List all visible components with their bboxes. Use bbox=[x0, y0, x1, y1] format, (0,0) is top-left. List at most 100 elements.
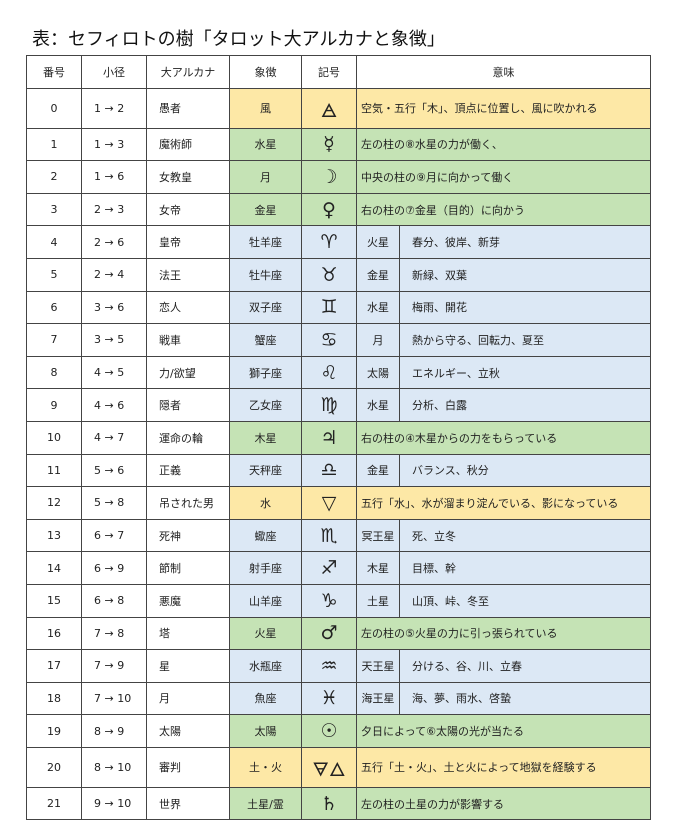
symbol-cell: 火星 bbox=[229, 616, 302, 651]
number-cell: 2 bbox=[26, 160, 82, 194]
path-cell: 6 → 9 bbox=[81, 551, 147, 585]
table-row: 12 5 → 8 吊された男水 ▽ 五行「水」、水が溜まり淀んでいる、影になっている bbox=[26, 486, 651, 520]
arcana-cell: 魔術師 bbox=[146, 127, 230, 162]
header-row: 番号 小径 大アルカナ 象徴 記号 意味 bbox=[26, 55, 651, 89]
meaning-cell: 左の柱の⑧水星の力が働く、 bbox=[356, 127, 651, 162]
table-row: 19 8 → 9 太陽 太陽 ☉ 夕日によって⑥太陽の光が当たる bbox=[26, 714, 651, 748]
planet-cell: 水星 bbox=[356, 290, 400, 325]
number-cell: 14 bbox=[26, 551, 82, 585]
arcana-cell: 隠者 bbox=[146, 388, 230, 422]
keywords-cell: 死、立冬 bbox=[399, 518, 651, 553]
arcana-cell: 太陽 bbox=[146, 714, 230, 748]
arcana-cell: 戦車 bbox=[146, 323, 230, 357]
path-cell: 2 → 6 bbox=[81, 225, 147, 259]
keywords-cell: 山頂、峠、冬至 bbox=[399, 583, 651, 618]
path-cell: 4 → 6 bbox=[81, 388, 147, 422]
meaning-cell: 左の柱の土星の力が影響する bbox=[356, 786, 651, 821]
arcana-cell: 審判 bbox=[146, 746, 230, 788]
symbol-cell: 獅子座 bbox=[229, 355, 302, 390]
mark-cell: ♏ bbox=[301, 518, 357, 553]
table-row: 20 8 → 10 審判 土・火 🜃🜂 五行「土・火」、土と火によって地獄を経験する bbox=[26, 746, 651, 788]
path-cell: 3 → 6 bbox=[81, 290, 147, 325]
planet-cell: 天王星 bbox=[356, 649, 400, 683]
meaning-cell: 左の柱の⑤火星の力に引っ張られている bbox=[356, 616, 651, 651]
path-cell: 7 → 8 bbox=[81, 616, 147, 651]
keywords-cell: 海、夢、雨水、啓蟄 bbox=[399, 681, 651, 716]
table-row: 13 6 → 7 死神 蠍座 ♏ 冥王星 死、立冬 bbox=[26, 518, 651, 553]
table-row: 17 7 → 9 星水瓶座 ♒ 天王星 分ける、谷、川、立春 bbox=[26, 649, 651, 683]
symbol-cell: 蟹座 bbox=[229, 323, 302, 357]
keywords-cell: 春分、彼岸、新芽 bbox=[399, 225, 651, 259]
arcana-cell: 女教皇 bbox=[146, 160, 230, 194]
symbol-cell: 牡牛座 bbox=[229, 257, 302, 292]
path-cell: 6 → 8 bbox=[81, 583, 147, 618]
arcana-cell: 愚者 bbox=[146, 87, 230, 129]
arcana-cell: 恋人 bbox=[146, 290, 230, 325]
number-cell: 0 bbox=[26, 87, 82, 129]
path-cell: 4 → 5 bbox=[81, 355, 147, 390]
arcana-cell: 月 bbox=[146, 681, 230, 716]
table-row: 16 7 → 8 塔火星 ♂ 左の柱の⑤火星の力に引っ張られている bbox=[26, 616, 651, 651]
path-cell: 3 → 5 bbox=[81, 323, 147, 357]
arcana-cell: 星 bbox=[146, 649, 230, 683]
mark-cell: ♉ bbox=[301, 257, 357, 292]
symbol-cell: 金星 bbox=[229, 192, 302, 227]
symbol-cell: 土星/霊 bbox=[229, 786, 302, 821]
table-row: 10 4 → 7 運命の輪 木星 ♃ 右の柱の④木星からの力をもらっている bbox=[26, 420, 651, 455]
header-arcana: 大アルカナ bbox=[146, 55, 230, 89]
number-cell: 6 bbox=[26, 290, 82, 325]
planet-cell: 木星 bbox=[356, 551, 400, 585]
mark-cell: ♂ bbox=[301, 616, 357, 651]
number-cell: 12 bbox=[26, 486, 82, 520]
meaning-cell: 五行「水」、水が溜まり淀んでいる、影になっている bbox=[356, 486, 651, 520]
path-cell: 1 → 2 bbox=[81, 87, 147, 129]
number-cell: 18 bbox=[26, 681, 82, 716]
number-cell: 10 bbox=[26, 420, 82, 455]
header-path: 小径 bbox=[81, 55, 147, 89]
path-cell: 4 → 7 bbox=[81, 420, 147, 455]
mark-cell: ♎ bbox=[301, 453, 357, 488]
keywords-cell: 梅雨、開花 bbox=[399, 290, 651, 325]
path-cell: 1 → 3 bbox=[81, 127, 147, 162]
symbol-cell: 天秤座 bbox=[229, 453, 302, 488]
number-cell: 9 bbox=[26, 388, 82, 422]
number-cell: 21 bbox=[26, 786, 82, 821]
symbol-cell: 水瓶座 bbox=[229, 649, 302, 683]
symbol-cell: 風 bbox=[229, 87, 302, 129]
planet-cell: 土星 bbox=[356, 583, 400, 618]
arcana-cell: 世界 bbox=[146, 786, 230, 821]
keywords-cell: 目標、幹 bbox=[399, 551, 651, 585]
symbol-cell: 双子座 bbox=[229, 290, 302, 325]
keywords-cell: 新緑、双葉 bbox=[399, 257, 651, 292]
keywords-cell: バランス、秋分 bbox=[399, 453, 651, 488]
mark-cell: ☿ bbox=[301, 127, 357, 162]
planet-cell: 水星 bbox=[356, 388, 400, 422]
mark-cell: ♋ bbox=[301, 323, 357, 357]
path-cell: 2 → 3 bbox=[81, 192, 147, 227]
table-row: 15 6 → 8 悪魔 山羊座 ♑ 土星 山頂、峠、冬至 bbox=[26, 583, 651, 618]
number-cell: 19 bbox=[26, 714, 82, 748]
mark-cell: ♀ bbox=[301, 192, 357, 227]
number-cell: 8 bbox=[26, 355, 82, 390]
mark-cell: 🜁 bbox=[301, 87, 357, 129]
planet-cell: 月 bbox=[356, 323, 400, 357]
path-cell: 2 → 4 bbox=[81, 257, 147, 292]
number-cell: 16 bbox=[26, 616, 82, 651]
path-cell: 7 → 10 bbox=[81, 681, 147, 716]
number-cell: 1 bbox=[26, 127, 82, 162]
symbol-cell: 射手座 bbox=[229, 551, 302, 585]
mark-cell: ♃ bbox=[301, 420, 357, 455]
path-cell: 6 → 7 bbox=[81, 518, 147, 553]
mark-cell: ♈ bbox=[301, 225, 357, 259]
mark-cell: ♐ bbox=[301, 551, 357, 585]
arcana-cell: 女帝 bbox=[146, 192, 230, 227]
planet-cell: 冥王星 bbox=[356, 518, 400, 553]
planet-cell: 火星 bbox=[356, 225, 400, 259]
